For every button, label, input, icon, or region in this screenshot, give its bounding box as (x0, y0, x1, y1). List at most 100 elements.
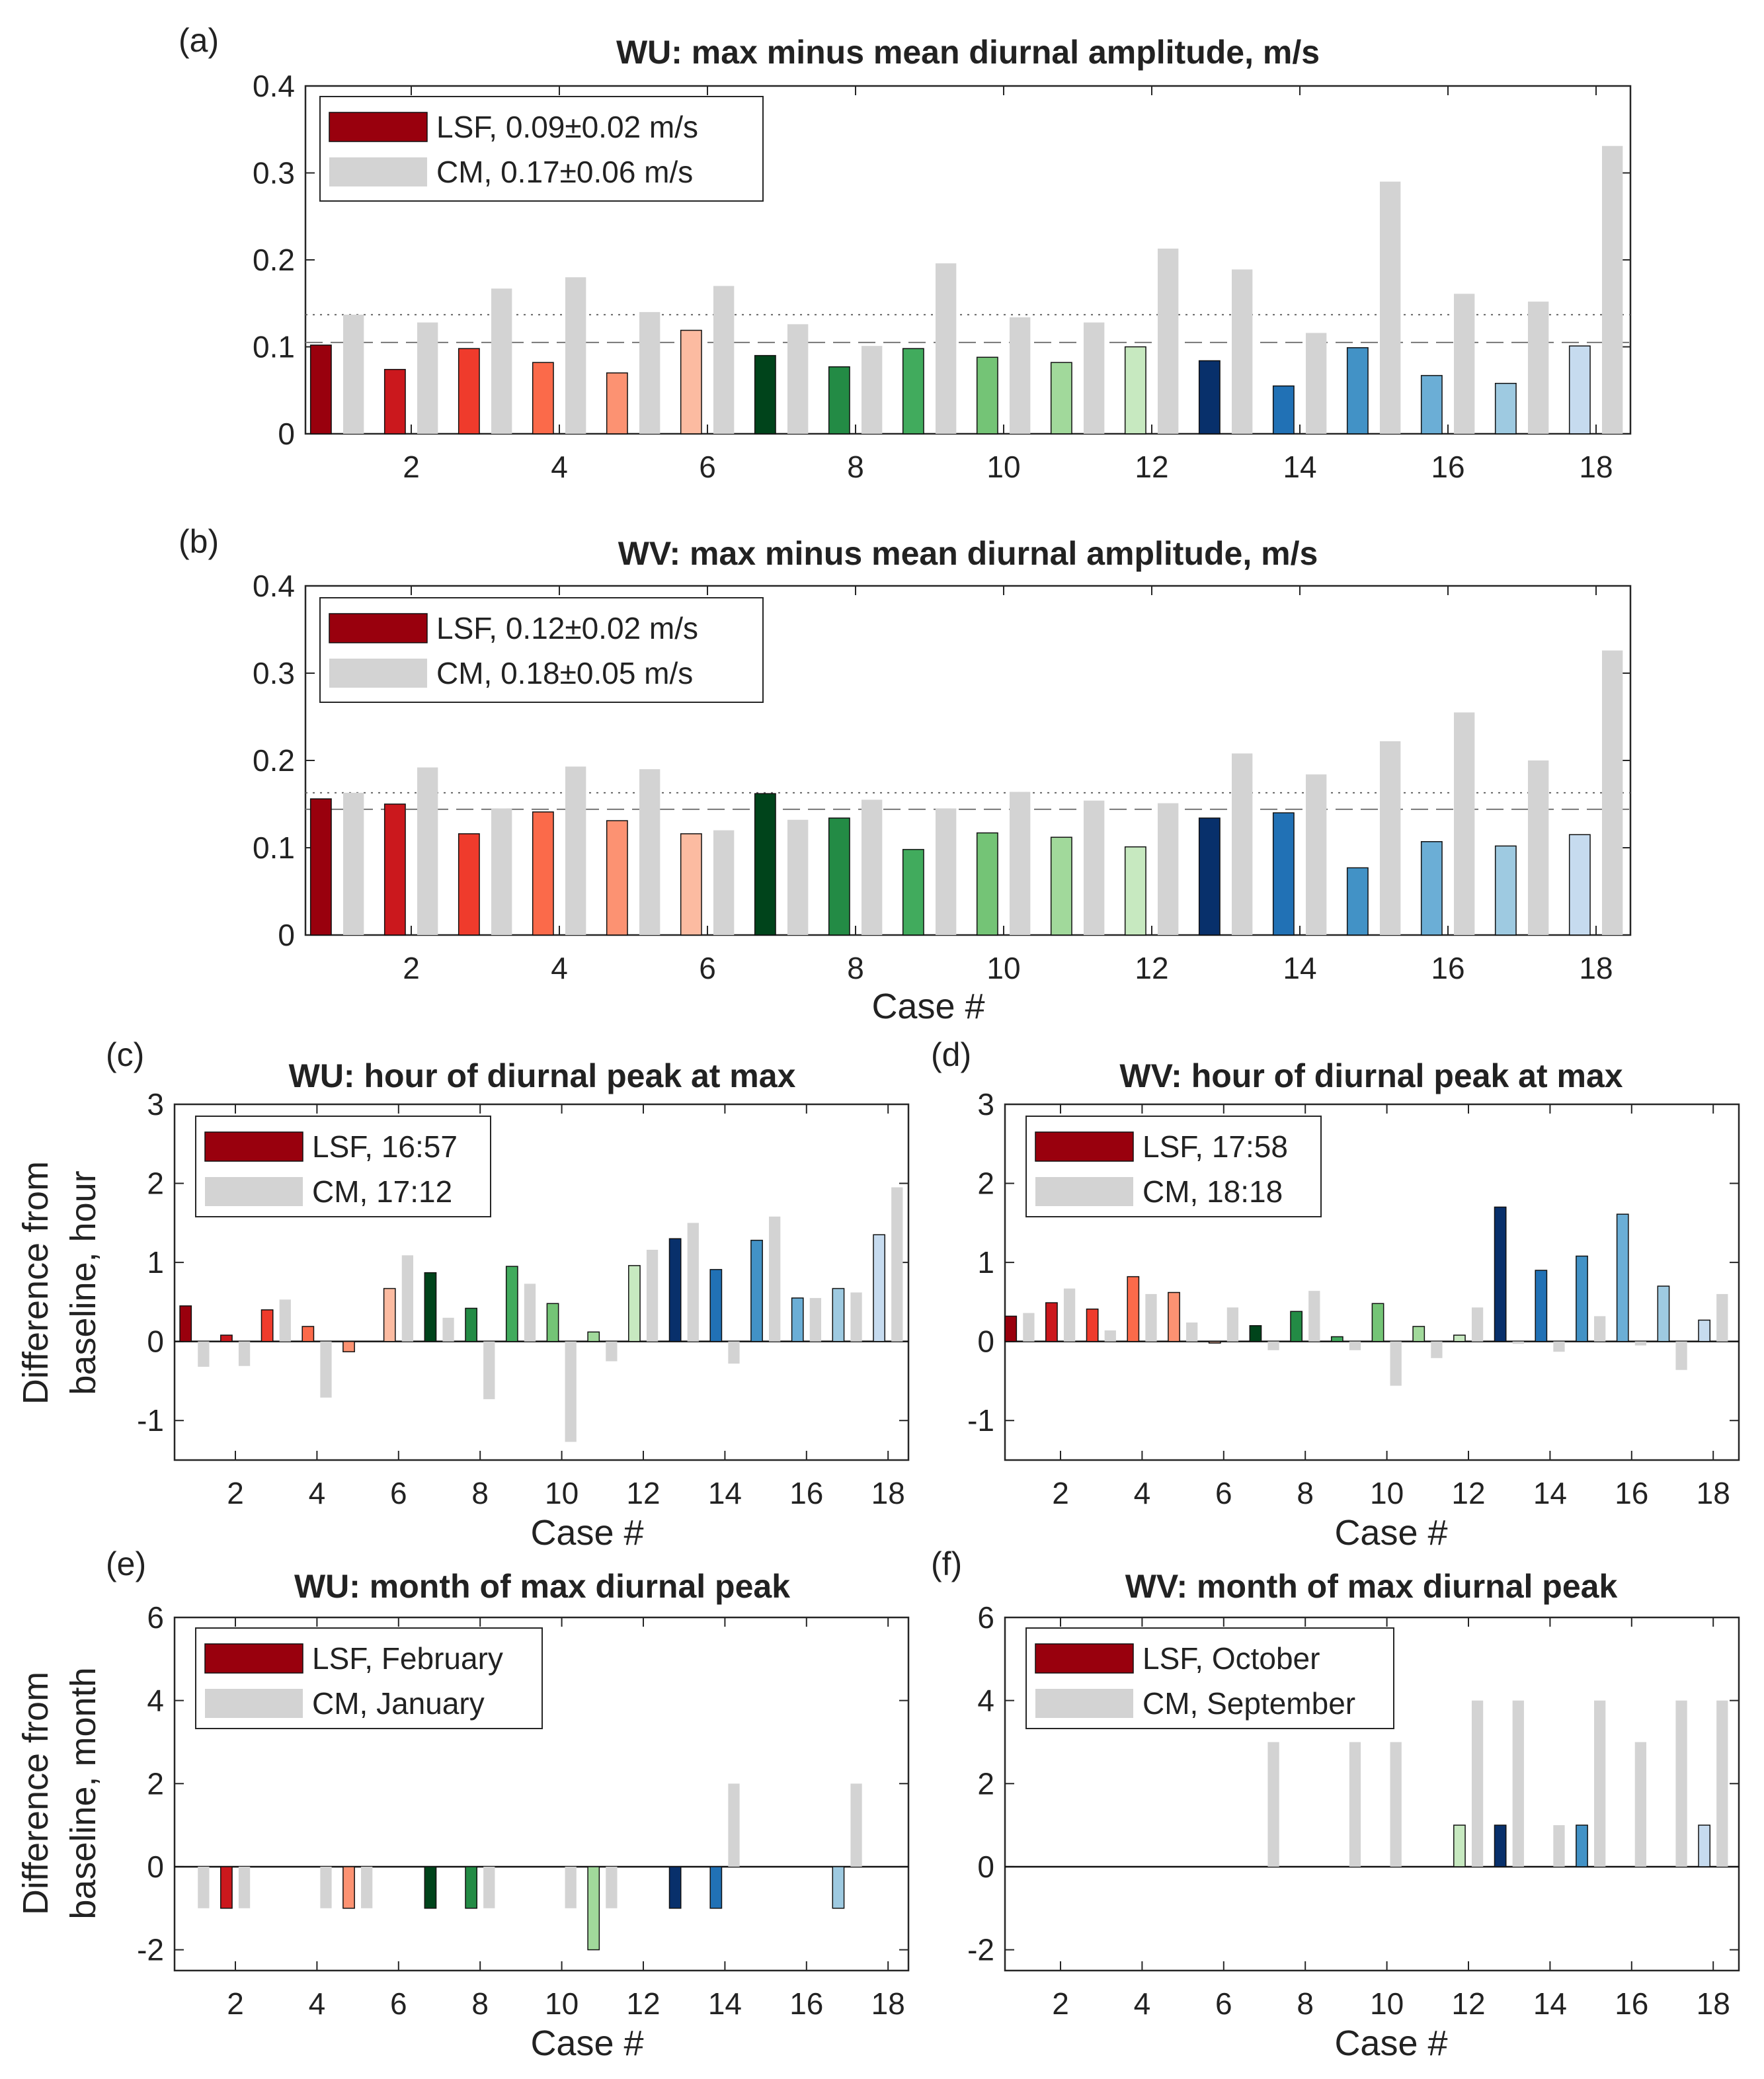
bar-cm (713, 830, 735, 935)
y-axis-label: Difference from baseline, month (16, 1667, 103, 1919)
x-tick-label: 12 (626, 1476, 660, 1510)
bar-lsf (1494, 1824, 1507, 1867)
bar-lsf (465, 1307, 478, 1342)
y-tick-label: 0.4 (253, 69, 295, 103)
bar-lsf (465, 1866, 478, 1909)
x-tick-label: 12 (1135, 951, 1168, 985)
bar-lsf (1004, 1315, 1018, 1342)
y-tick-label: 0 (147, 1325, 164, 1359)
bar-lsf (606, 820, 628, 936)
bar-cm (1716, 1293, 1728, 1342)
bar-lsf (1494, 845, 1517, 936)
y-tick-label: 2 (977, 1166, 994, 1201)
bar-cm (401, 1255, 414, 1342)
y-tick-label: -2 (137, 1933, 164, 1967)
bar-lsf (832, 1866, 845, 1909)
x-tick-label: 12 (626, 1986, 660, 2021)
x-tick-label: 8 (847, 450, 864, 484)
legend-label-cm: CM, 0.17±0.06 m/s (436, 155, 693, 189)
bar-lsf (309, 345, 332, 434)
bar-lsf (1453, 1824, 1466, 1867)
bar-cm (1512, 1341, 1524, 1344)
bar-cm (1305, 774, 1327, 935)
bar-cm (639, 311, 661, 434)
x-tick-label: 10 (545, 1986, 579, 2021)
x-tick-label: 16 (1431, 450, 1464, 484)
y-axis-label-line2: baseline, month (63, 1667, 103, 1919)
bar-lsf (1249, 1325, 1262, 1342)
bar-lsf (458, 348, 480, 434)
bar-lsf (505, 1266, 518, 1342)
bar-cm (524, 1284, 536, 1342)
y-tick-label: 4 (977, 1684, 994, 1718)
x-tick-label: 4 (309, 1476, 326, 1510)
panel-label: (c) (106, 1036, 144, 1073)
x-tick-label: 8 (471, 1986, 489, 2021)
bar-cm (1267, 1341, 1279, 1350)
bar-cm (891, 1187, 903, 1342)
x-tick-label: 6 (1215, 1986, 1232, 2021)
x-tick-label: 4 (1134, 1986, 1151, 2021)
bar-cm (1675, 1341, 1687, 1370)
bar-cm (646, 1249, 659, 1342)
panel-label: (e) (106, 1545, 146, 1582)
bar-lsf (1494, 1206, 1507, 1342)
panel-label: (d) (931, 1036, 971, 1073)
y-tick-label: 0.1 (253, 831, 295, 865)
bar-lsf (1568, 834, 1591, 936)
x-tick-label: 10 (986, 951, 1020, 985)
x-tick-label: 8 (471, 1476, 489, 1510)
bar-lsf (1346, 347, 1369, 434)
bar-lsf (383, 803, 406, 936)
bar-lsf (1330, 1336, 1343, 1342)
bar-cm (606, 1866, 618, 1908)
legend-label-lsf: LSF, 17:58 (1143, 1129, 1288, 1164)
axes-box (173, 1103, 910, 1461)
x-tick-label: 18 (871, 1476, 905, 1510)
bar-cm (1083, 322, 1105, 434)
bar-lsf (1124, 346, 1146, 434)
bar-lsf (309, 798, 332, 936)
bar-lsf (668, 1866, 682, 1909)
legend: LSF, 17:58 CM, 18:18 (1025, 1116, 1322, 1217)
bar-cm (1553, 1341, 1565, 1352)
chart-title: WU: month of max diurnal peak (294, 1568, 790, 1605)
y-tick-label: 0.3 (253, 656, 295, 690)
bar-cm (1009, 317, 1031, 434)
bar-cm (565, 1341, 577, 1442)
y-tick-label: 4 (147, 1684, 164, 1718)
legend-label-lsf: LSF, 0.09±0.02 m/s (436, 110, 698, 144)
bar-cm (1431, 1341, 1443, 1358)
bar-cm (1349, 1742, 1361, 1867)
bar-lsf (532, 362, 554, 434)
legend-swatch-cm (1035, 1177, 1133, 1206)
x-axis-label: Case # (1334, 1513, 1447, 1553)
bar-cm (1601, 650, 1623, 935)
x-tick-label: 2 (1052, 1476, 1069, 1510)
panel-label: (b) (179, 523, 219, 560)
x-tick-label: 10 (1370, 1476, 1404, 1510)
panel-b: (b) WV: max minus mean diurnal amplitude,… (179, 523, 1632, 1026)
panel-a: (a) WU: max minus mean diurnal amplitude,… (179, 22, 1632, 484)
bar-cm (687, 1223, 699, 1342)
panel-f: (f) WV: month of max diurnal peak -2 0 2 4 6 2 4… (931, 1545, 1740, 2063)
y-tick-label: 0.1 (253, 330, 295, 364)
x-tick-label: 12 (1451, 1986, 1485, 2021)
bar-lsf (1050, 362, 1072, 434)
bar-lsf (828, 817, 850, 936)
legend-swatch-cm (205, 1689, 303, 1718)
bar-lsf (606, 372, 628, 434)
bar-lsf (1568, 345, 1591, 434)
bar-lsf (754, 793, 776, 936)
bar-lsf (1290, 1311, 1303, 1342)
legend-label-cm: CM, 18:18 (1143, 1174, 1283, 1209)
bar-cm (1009, 792, 1031, 935)
bar-cm (565, 277, 586, 434)
bar-lsf (832, 1287, 845, 1342)
chart-title: WV: month of max diurnal peak (1125, 1568, 1618, 1605)
x-tick-label: 16 (789, 1476, 823, 1510)
axes-box (173, 1616, 910, 1972)
x-tick-label: 18 (1697, 1986, 1730, 2021)
bar-lsf (1535, 1270, 1548, 1342)
bar-cm (1145, 1293, 1157, 1342)
